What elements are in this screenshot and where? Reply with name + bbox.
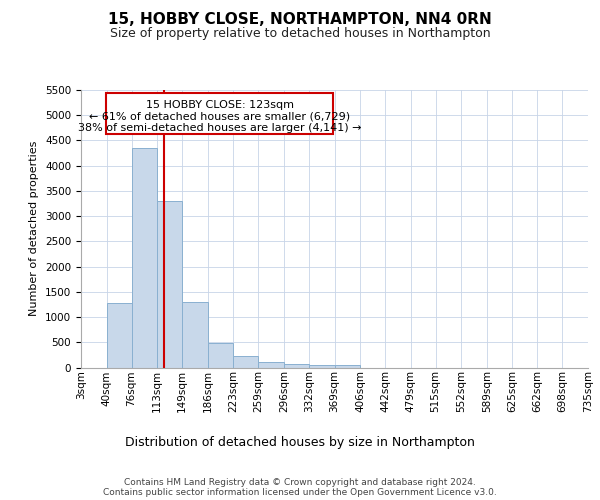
Bar <box>157 201 182 368</box>
Bar <box>309 365 335 368</box>
Bar <box>107 304 131 368</box>
Text: Size of property relative to detached houses in Northampton: Size of property relative to detached ho… <box>110 28 490 40</box>
Y-axis label: Number of detached properties: Number of detached properties <box>29 141 40 316</box>
Text: 15, HOBBY CLOSE, NORTHAMPTON, NN4 0RN: 15, HOBBY CLOSE, NORTHAMPTON, NN4 0RN <box>108 12 492 28</box>
Bar <box>182 302 208 368</box>
Text: 15 HOBBY CLOSE: 123sqm: 15 HOBBY CLOSE: 123sqm <box>146 100 294 110</box>
Bar <box>233 356 259 368</box>
Bar <box>106 93 334 134</box>
Text: ← 61% of detached houses are smaller (6,729): ← 61% of detached houses are smaller (6,… <box>89 112 350 122</box>
Text: Contains HM Land Registry data © Crown copyright and database right 2024.
Contai: Contains HM Land Registry data © Crown c… <box>103 478 497 497</box>
Bar <box>259 362 284 368</box>
Bar <box>131 148 157 368</box>
Bar <box>208 344 233 367</box>
Text: 38% of semi-detached houses are larger (4,141) →: 38% of semi-detached houses are larger (… <box>78 123 362 133</box>
Text: Distribution of detached houses by size in Northampton: Distribution of detached houses by size … <box>125 436 475 449</box>
Bar <box>284 364 309 368</box>
Bar <box>335 365 360 368</box>
